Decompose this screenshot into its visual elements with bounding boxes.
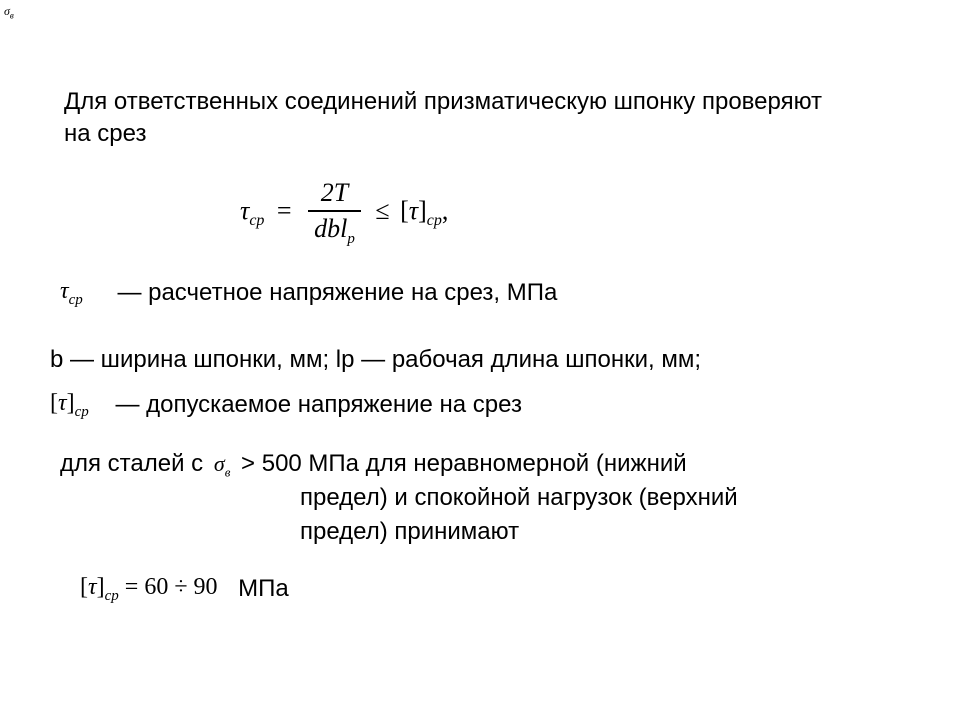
rng-open: [: [80, 574, 88, 600]
rng-sub: ср: [105, 588, 119, 604]
range-formula: [τ]ср = 60 ÷ 90: [80, 574, 217, 605]
rng-eq: =: [125, 574, 139, 600]
rng-base: τ: [88, 574, 97, 600]
steel-post: > 500 МПа для неравномерной (нижний: [241, 450, 687, 477]
allowable-tau-line: [τ]ср — допускаемое напряжение на срез: [50, 390, 522, 421]
sigma-inline-symbol: σв: [214, 451, 231, 476]
den-text: dbl: [314, 214, 347, 243]
tau-sub: ср: [69, 292, 83, 308]
rng-val: 60 ÷ 90: [144, 574, 217, 600]
main-formula: τср = 2T dblp ≤ [τ]ср,: [240, 178, 448, 248]
sigma-inline-sub: в: [225, 464, 231, 479]
intro-text: Для ответственных соединений призматичес…: [64, 86, 824, 151]
rhs-base: τ: [409, 196, 418, 225]
document-page: σв Для ответственных соединений призмати…: [0, 0, 960, 720]
br-open: [: [50, 390, 58, 416]
b-definition-line: b — ширина шпонки, мм; lp — рабочая длин…: [50, 346, 701, 374]
range-unit: МПа: [238, 575, 289, 602]
rhs-close: ]: [418, 196, 427, 225]
equals-sign: =: [277, 196, 292, 225]
steel-line-3: предел) принимают: [300, 518, 519, 546]
numerator: 2T: [308, 178, 361, 212]
tau-text: — расчетное напряжение на срез, МПа: [117, 279, 557, 306]
steel-pre: для сталей с: [60, 450, 210, 477]
steel-line-1: для сталей с σв > 500 МПа для неравномер…: [60, 450, 687, 480]
corner-sigma-symbol: σв: [4, 4, 14, 20]
br-close: ]: [67, 390, 75, 416]
sigma-inline-base: σ: [214, 451, 225, 476]
le-sign: ≤: [375, 196, 389, 225]
br-sub: ср: [75, 404, 89, 420]
denominator: dblp: [308, 212, 361, 248]
rhs-bracketed: [τ]ср: [400, 196, 442, 225]
rng-close: ]: [97, 574, 105, 600]
lhs-base: τ: [240, 196, 249, 225]
bracket-tau-symbol: [τ]ср: [50, 390, 89, 421]
br-base: τ: [58, 390, 67, 416]
tau-definition-line: τср — расчетное напряжение на срез, МПа: [60, 278, 557, 309]
tau-symbol: τср: [60, 278, 83, 309]
rhs-sub: ср: [427, 212, 442, 229]
allow-text: — допускаемое напряжение на срез: [115, 391, 522, 418]
sigma-sub: в: [10, 10, 14, 20]
tau-base: τ: [60, 278, 69, 304]
lhs-sub: ср: [249, 212, 264, 229]
lhs-tau: τср: [240, 196, 264, 225]
fraction: 2T dblp: [308, 178, 361, 248]
rhs-open: [: [400, 196, 409, 225]
range-line: [τ]ср = 60 ÷ 90 МПа: [80, 574, 289, 605]
formula-tail: ,: [442, 196, 449, 225]
den-sub: p: [347, 231, 355, 247]
steel-line-2: предел) и спокойной нагрузок (верхний: [300, 484, 738, 512]
